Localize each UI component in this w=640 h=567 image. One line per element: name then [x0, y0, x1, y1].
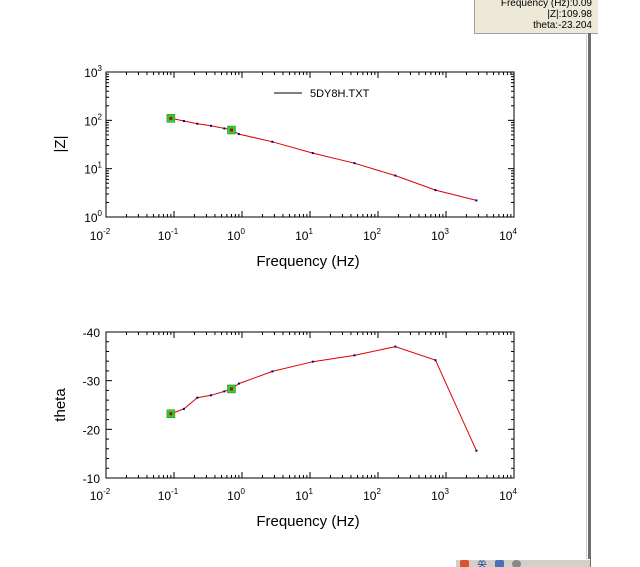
data-point	[353, 162, 356, 165]
y-tick-label: 102	[84, 112, 102, 128]
y-tick-label: -10	[83, 472, 101, 486]
x-tick-label: 10-2	[90, 227, 111, 243]
readout-impedance: |Z|:109.98	[547, 9, 592, 20]
phase-chart: 10-2 10-1 100 101 102 103 104 -10 -20 -30 -40 Frequ…	[52, 326, 517, 530]
x-axis-title: Frequency (Hz)	[256, 513, 359, 530]
data-point	[237, 133, 240, 136]
y-tick-label: 100	[84, 209, 102, 225]
help-icon[interactable]	[512, 560, 521, 567]
x-tick-label: 101	[295, 487, 313, 503]
data-point	[209, 394, 212, 397]
data-point	[394, 345, 397, 348]
data-point	[182, 407, 185, 410]
magnitude-chart: 10-2 10-1 100 101 102 103 104 100 101 102 103 Frequ…	[52, 64, 517, 270]
data-point	[223, 127, 226, 130]
y-axis-title: theta	[52, 388, 69, 422]
phase-plot-frame	[105, 331, 515, 479]
data-point	[434, 189, 437, 192]
ime-language-label[interactable]: 英	[477, 559, 487, 567]
data-point	[182, 119, 185, 122]
data-point	[196, 396, 199, 399]
ime-icon[interactable]	[460, 560, 469, 567]
y-tick-label: -40	[83, 326, 101, 340]
x-tick-label: 10-1	[158, 487, 179, 503]
x-tick-label: 10-2	[90, 487, 111, 503]
x-tick-label: 103	[431, 227, 449, 243]
window-frame	[588, 33, 591, 567]
data-point	[311, 360, 314, 363]
data-point	[475, 199, 478, 202]
data-point	[311, 152, 314, 155]
series-line	[170, 117, 477, 201]
x-tick-label: 100	[227, 227, 245, 243]
x-tick-label: 102	[363, 487, 381, 503]
data-point	[394, 174, 397, 177]
y-tick-label: 101	[84, 161, 102, 177]
y-axis-title: |Z|	[52, 136, 69, 153]
x-tick-label: 101	[295, 227, 313, 243]
y-tick-label: -30	[83, 375, 101, 389]
data-point	[271, 140, 274, 143]
system-tray: 英	[456, 559, 590, 567]
data-point	[223, 390, 226, 393]
data-point	[209, 124, 212, 127]
highlight-marker-center	[229, 128, 233, 132]
x-axis-title: Frequency (Hz)	[256, 253, 359, 270]
data-point	[475, 449, 478, 452]
data-point	[237, 382, 240, 385]
data-point	[196, 122, 199, 125]
highlight-marker-center	[229, 387, 233, 391]
data-point	[271, 370, 274, 373]
y-tick-label: -20	[83, 423, 101, 437]
legend-label: 5DY8H.TXT	[310, 88, 370, 100]
x-tick-label: 100	[227, 487, 245, 503]
cursor-readout: Frequency (Hz):0.09 |Z|:109.98 theta:-23…	[474, 0, 598, 34]
series-line	[170, 346, 477, 451]
readout-frequency: Frequency (Hz):0.09	[500, 0, 592, 9]
window-frame-inner	[586, 33, 587, 567]
x-tick-label: 102	[363, 227, 381, 243]
x-tick-label: 10-1	[158, 227, 179, 243]
y-tick-label: 103	[84, 64, 102, 80]
data-point	[434, 359, 437, 362]
x-tick-label: 103	[431, 487, 449, 503]
data-point	[353, 354, 356, 357]
highlight-marker-center	[169, 116, 173, 120]
x-tick-label: 104	[499, 487, 517, 503]
highlight-marker-center	[169, 412, 173, 416]
x-tick-label: 104	[499, 227, 517, 243]
readout-theta: theta:-23.204	[533, 20, 592, 31]
keyboard-icon[interactable]	[495, 560, 504, 567]
